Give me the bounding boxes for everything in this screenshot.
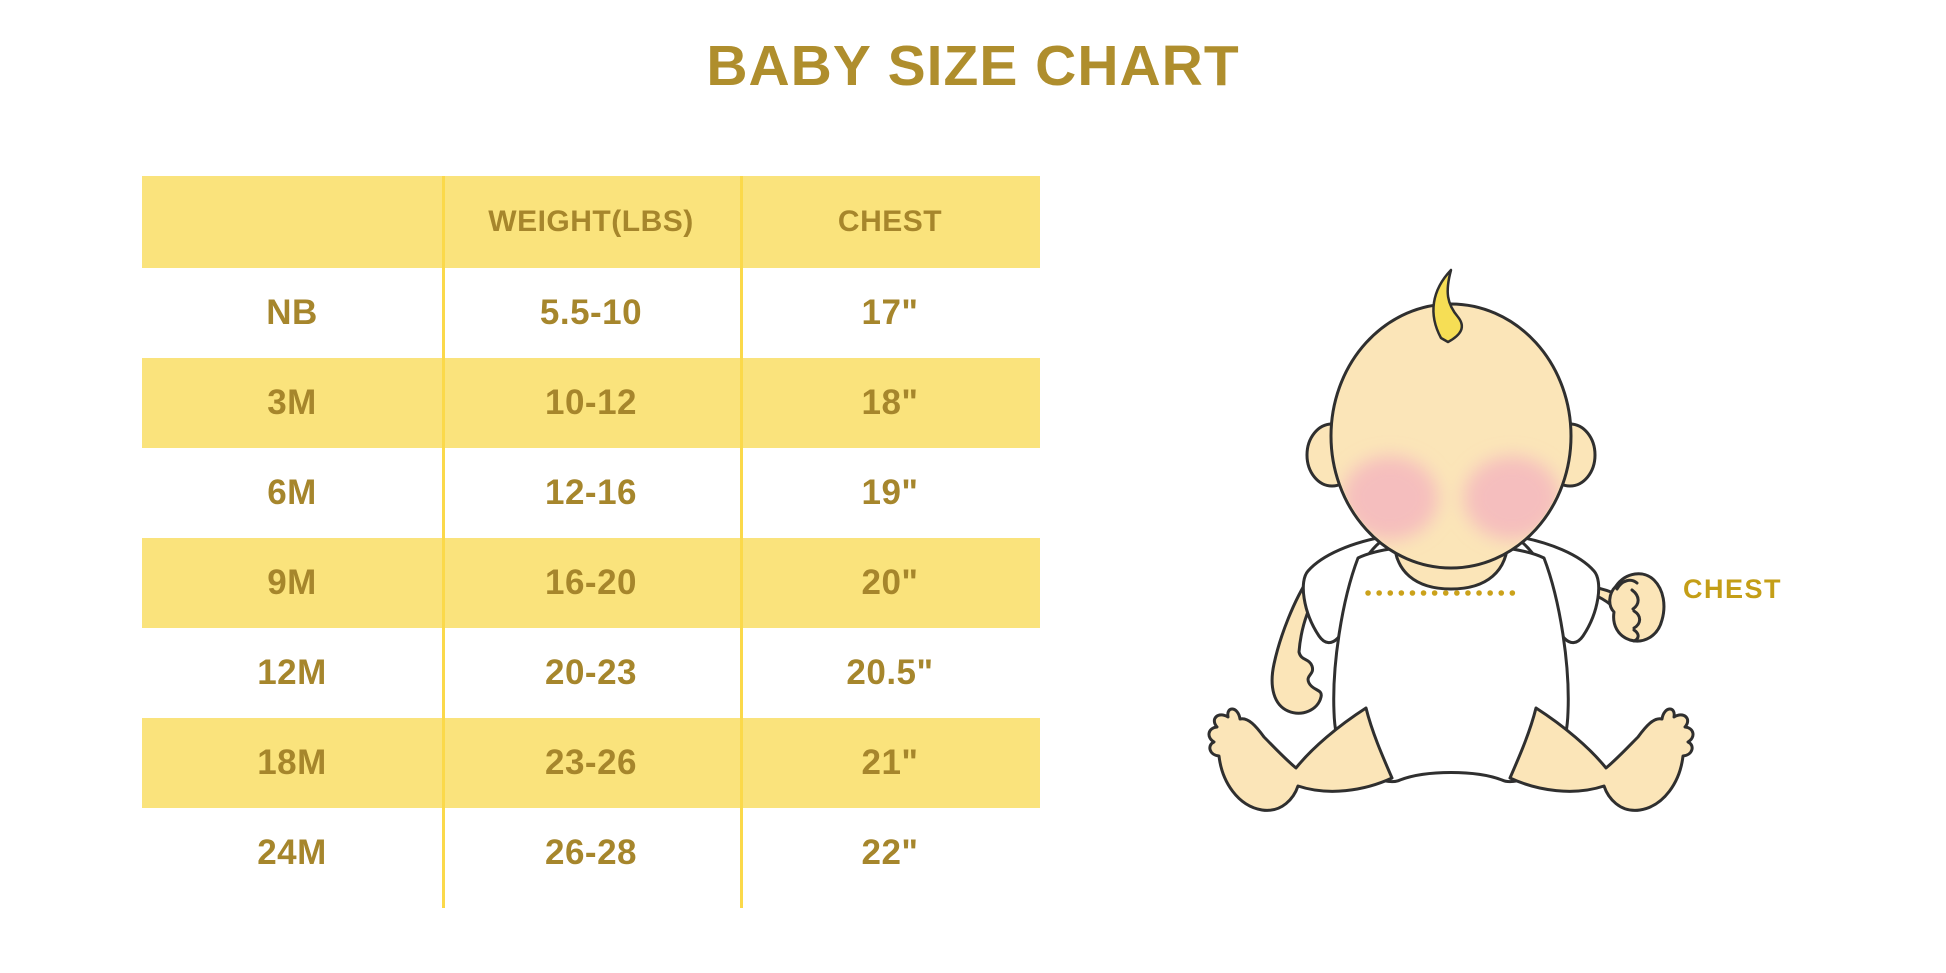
size-cell: NB bbox=[266, 293, 318, 332]
baby-left-leg bbox=[1207, 706, 1394, 812]
size-cell: 12M bbox=[257, 653, 327, 692]
table-row: 3M 10-12 18" bbox=[142, 358, 1040, 448]
table-row: 6M 12-16 19" bbox=[142, 448, 1040, 538]
size-cell: 3M bbox=[267, 383, 317, 422]
table-header-row: WEIGHT(LBS) CHEST bbox=[142, 176, 1040, 268]
weight-cell: 23-26 bbox=[544, 743, 638, 782]
chest-cell: 21" bbox=[861, 743, 919, 782]
weight-cell: 20-23 bbox=[544, 653, 638, 692]
size-cell: 6M bbox=[267, 473, 317, 512]
table-row: 18M 23-26 21" bbox=[142, 718, 1040, 808]
column-divider bbox=[740, 176, 743, 908]
chest-cell: 20.5" bbox=[846, 653, 934, 692]
baby-head bbox=[1329, 302, 1573, 570]
chest-cell: 22" bbox=[861, 833, 919, 872]
baby-right-leg bbox=[1508, 706, 1695, 812]
chest-cell: 20" bbox=[861, 563, 919, 602]
size-cell: 24M bbox=[257, 833, 327, 872]
header-weight: WEIGHT(LBS) bbox=[488, 205, 694, 238]
weight-cell: 26-28 bbox=[544, 833, 638, 872]
weight-cell: 12-16 bbox=[544, 473, 638, 512]
baby-hair-curl-icon bbox=[1432, 268, 1464, 344]
table-row: 24M 26-28 22" bbox=[142, 808, 1040, 898]
chest-cell: 17" bbox=[861, 293, 919, 332]
size-cell: 18M bbox=[257, 743, 327, 782]
table-row: 9M 16-20 20" bbox=[142, 538, 1040, 628]
baby-torso bbox=[1332, 543, 1570, 784]
header-chest: CHEST bbox=[837, 205, 943, 238]
header-size bbox=[142, 176, 442, 268]
page-title: BABY SIZE CHART bbox=[706, 34, 1240, 98]
weight-cell: 10-12 bbox=[544, 383, 638, 422]
baby-blush bbox=[1342, 456, 1560, 540]
chest-measure-label: CHEST bbox=[1683, 574, 1783, 604]
chest-cell: 18" bbox=[861, 383, 919, 422]
size-table: WEIGHT(LBS) CHEST NB 5.5-10 17" 3M 10-12… bbox=[142, 176, 1040, 908]
weight-cell: 5.5-10 bbox=[539, 293, 643, 332]
table-row: 12M 20-23 20.5" bbox=[142, 628, 1040, 718]
chest-cell: 19" bbox=[861, 473, 919, 512]
size-cell: 9M bbox=[267, 563, 317, 602]
table-row: NB 5.5-10 17" bbox=[142, 268, 1040, 358]
baby-sitting-illustration bbox=[1207, 268, 1695, 812]
column-divider bbox=[442, 176, 445, 908]
weight-cell: 16-20 bbox=[544, 563, 638, 602]
